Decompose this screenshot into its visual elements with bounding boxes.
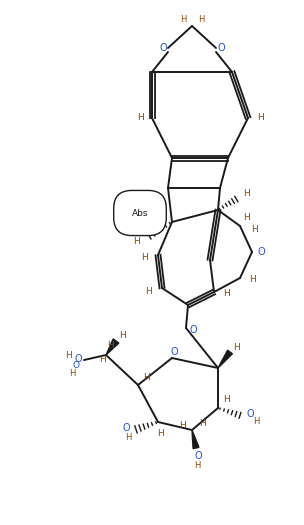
Text: H: H bbox=[223, 289, 230, 299]
Text: H: H bbox=[253, 417, 259, 426]
Text: H: H bbox=[233, 343, 239, 352]
Text: H: H bbox=[194, 461, 200, 470]
Text: O: O bbox=[159, 43, 167, 53]
Text: O: O bbox=[72, 361, 80, 370]
Polygon shape bbox=[192, 430, 199, 449]
Text: H: H bbox=[146, 288, 152, 297]
Text: O: O bbox=[217, 43, 225, 53]
Text: H: H bbox=[98, 355, 105, 364]
Text: H: H bbox=[157, 428, 163, 437]
Text: O: O bbox=[257, 247, 265, 257]
Text: O: O bbox=[122, 423, 130, 433]
Text: H: H bbox=[69, 370, 75, 379]
Text: O: O bbox=[189, 325, 197, 335]
Text: H: H bbox=[243, 190, 249, 198]
Text: O: O bbox=[246, 409, 254, 419]
Text: H: H bbox=[107, 341, 113, 351]
Text: H: H bbox=[125, 434, 131, 443]
Text: H: H bbox=[257, 113, 263, 122]
Text: H: H bbox=[199, 418, 206, 427]
Text: Abs: Abs bbox=[132, 208, 148, 217]
Text: H: H bbox=[136, 113, 143, 122]
Text: H: H bbox=[142, 253, 148, 261]
Text: H: H bbox=[143, 373, 149, 383]
Polygon shape bbox=[106, 339, 119, 355]
Text: H: H bbox=[179, 421, 185, 429]
Text: H: H bbox=[198, 16, 204, 25]
Text: H: H bbox=[134, 237, 140, 247]
Text: O: O bbox=[170, 347, 178, 357]
Text: H: H bbox=[249, 276, 255, 285]
Text: H: H bbox=[250, 226, 257, 235]
Text: H: H bbox=[180, 16, 186, 25]
Text: H: H bbox=[244, 213, 250, 222]
Text: H: H bbox=[65, 351, 71, 360]
Text: O: O bbox=[74, 354, 82, 364]
Text: H: H bbox=[119, 331, 125, 340]
Text: O: O bbox=[194, 451, 202, 461]
Text: H: H bbox=[223, 394, 230, 404]
Polygon shape bbox=[218, 350, 232, 368]
